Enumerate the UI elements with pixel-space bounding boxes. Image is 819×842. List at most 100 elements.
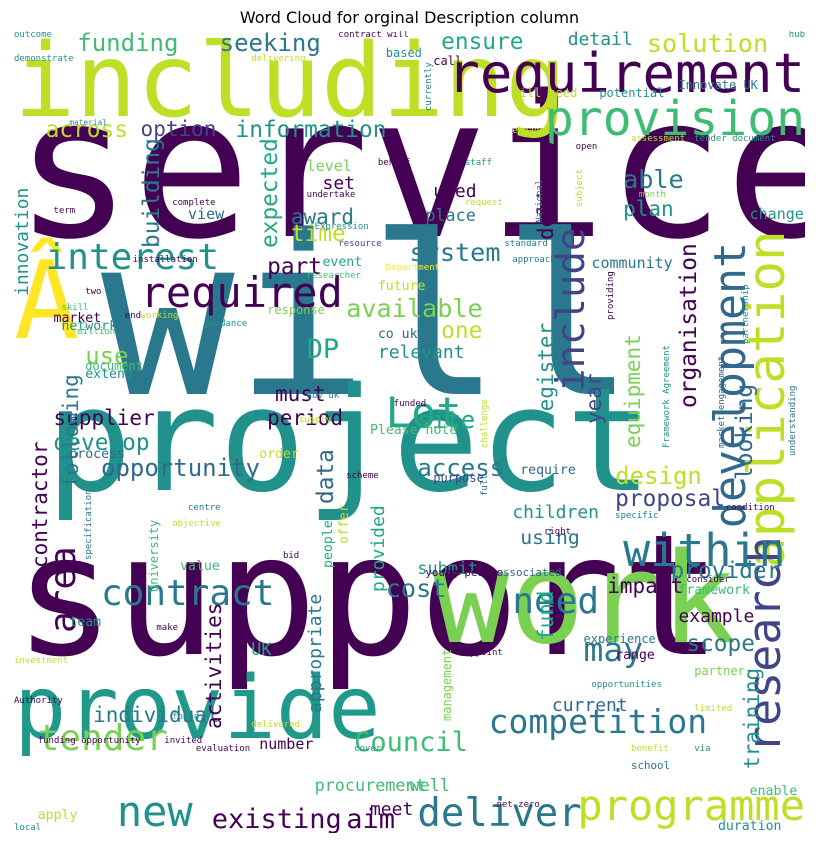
word-179: centre: [188, 503, 221, 514]
word-97: future: [377, 278, 426, 294]
word-70: register: [534, 322, 559, 424]
word-167: Framework Agreement: [661, 345, 672, 449]
word-100: Please note: [369, 422, 458, 438]
word-175: specific: [615, 511, 659, 522]
word-162: million: [77, 326, 116, 337]
word-124: duration: [717, 818, 782, 833]
word-91: place: [425, 205, 476, 226]
word-86: meet: [369, 798, 414, 820]
word-52: supplier: [53, 405, 155, 430]
word-76: appropriate: [304, 593, 326, 713]
word-81: current: [551, 694, 628, 716]
word-78: children: [512, 502, 600, 524]
word-106: network: [61, 318, 118, 334]
word-90: used: [433, 181, 477, 203]
word-144: undertake: [306, 190, 356, 201]
word-92: level: [306, 157, 352, 176]
word-43: part: [267, 253, 323, 280]
word-122: enable: [749, 783, 798, 799]
word-110: people: [321, 520, 337, 569]
word-192: invited: [164, 735, 203, 746]
word-177: condition: [725, 503, 775, 514]
word-55: data: [312, 449, 339, 505]
word-4: work: [433, 525, 737, 673]
word-138: material: [69, 118, 107, 128]
word-154: approach: [512, 254, 556, 265]
word-116: associated: [496, 566, 562, 580]
word-197: net zero: [496, 799, 540, 810]
word-53: develop: [53, 430, 150, 456]
word-119: experience: [583, 631, 656, 646]
word-140: open: [575, 142, 598, 153]
word-88: number: [259, 734, 314, 753]
word-113: team: [69, 615, 102, 631]
word-48: must: [275, 381, 326, 406]
word-196: benefit: [630, 743, 669, 754]
word-121: management: [440, 648, 455, 721]
word-94: community: [591, 253, 673, 272]
word-129: based: [385, 46, 422, 61]
word-71: year: [581, 373, 606, 424]
word-145: request: [464, 198, 503, 209]
word-0: service: [14, 54, 805, 284]
word-36: option: [140, 117, 217, 142]
word-41: time: [290, 221, 346, 248]
word-58: cost: [385, 574, 447, 604]
word-18: interest: [45, 236, 220, 278]
word-190: limited: [694, 703, 733, 714]
word-61: impact: [607, 574, 684, 599]
word-8: requirement: [447, 42, 805, 106]
word-156: researcher: [306, 270, 361, 281]
word-108: document: [85, 358, 143, 373]
word-77: provided: [367, 505, 389, 593]
word-173: scheme: [346, 471, 379, 482]
word-85: procurement: [314, 774, 426, 795]
word-155: installation: [132, 254, 198, 265]
word-84: innovation: [14, 187, 33, 296]
word-62: scope: [686, 630, 755, 657]
word-50: site: [417, 405, 476, 434]
word-184: investment: [14, 655, 69, 666]
word-153: standard: [504, 238, 548, 249]
word-169: challenge: [479, 399, 490, 449]
word-128: will need: [512, 86, 578, 101]
word-165: partnership: [740, 284, 751, 344]
word-47: relevant: [377, 341, 465, 363]
word-134: demonstrate: [14, 54, 74, 65]
word-34: detail: [567, 31, 633, 50]
word-132: assessment: [630, 134, 686, 145]
word-44: available: [346, 293, 483, 323]
word-6: provide: [14, 656, 381, 759]
word-135: contract will: [338, 31, 409, 40]
word-189: delivered: [251, 719, 301, 730]
word-147: Expression: [314, 222, 369, 233]
word-123: school: [630, 758, 670, 772]
word-39: building: [138, 137, 165, 248]
word-87: well: [409, 774, 450, 795]
word-68: plan: [623, 197, 674, 222]
word-51: use: [85, 341, 129, 370]
word-163: end: [124, 310, 141, 321]
word-139: engage: [512, 126, 545, 137]
word-24: need: [512, 581, 600, 623]
word-22: Lot: [385, 387, 462, 437]
word-72: fund: [534, 589, 559, 641]
word-49: period: [267, 405, 343, 430]
word-157: Department: [385, 262, 440, 273]
word-142: behalf: [377, 158, 411, 169]
word-3: project: [45, 355, 653, 524]
word-109: value: [180, 559, 220, 575]
word-37: information: [235, 117, 387, 144]
word-67: able: [623, 165, 684, 195]
word-151: National: [535, 180, 546, 224]
word-83: contractor: [27, 441, 52, 569]
word-183: make: [156, 623, 179, 634]
chart-title: Word Cloud for orginal Description colum…: [239, 8, 580, 27]
word-79: using: [520, 526, 580, 550]
word-115: young people: [425, 566, 504, 580]
word-193: evaluation: [195, 743, 251, 754]
word-30: funding: [77, 31, 179, 57]
word-198: local: [14, 823, 42, 833]
word-166: market engagement: [716, 355, 727, 449]
word-137: hub: [788, 31, 805, 40]
